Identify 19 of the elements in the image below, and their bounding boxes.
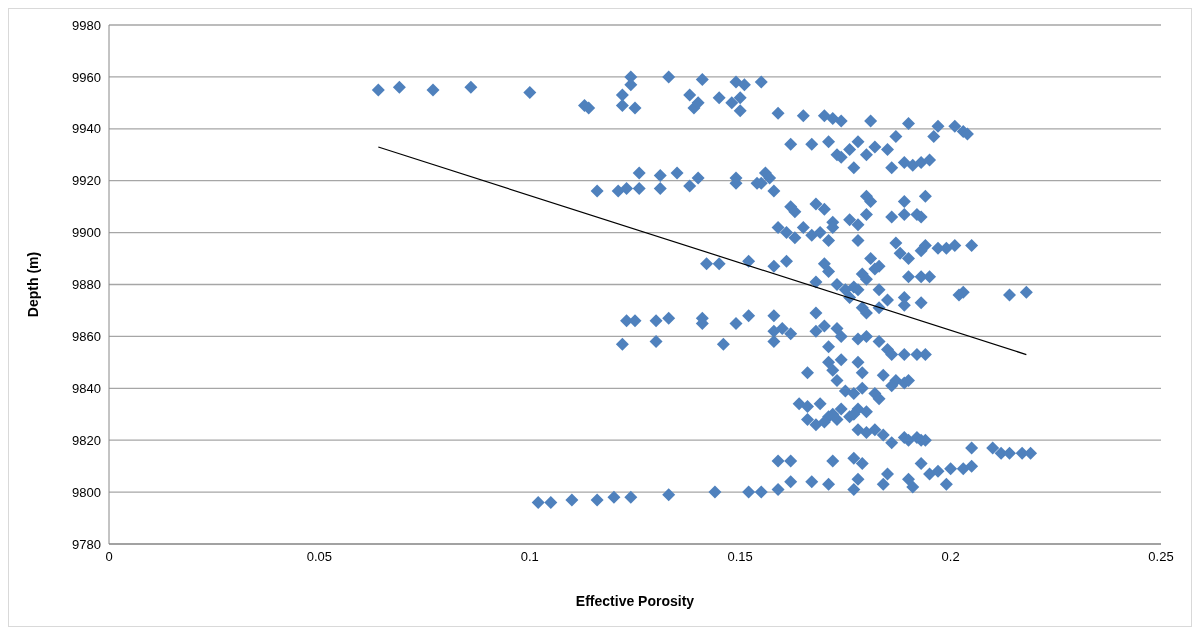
x-tick-label: 0.2 [941,549,960,565]
x-tick-label: 0.05 [306,549,333,565]
y-tick-label: 9780 [72,536,101,552]
y-tick-label: 9920 [72,173,101,189]
y-tick-label: 9860 [72,329,101,345]
y-tick-label: 9800 [72,484,101,500]
y-tick-label: 9840 [72,380,101,396]
x-tick-label: 0.15 [727,549,753,565]
y-tick-label: 9900 [72,225,101,241]
y-tick-label: 9820 [72,432,101,448]
y-tick-label: 9980 [72,17,101,33]
y-tick-label: 9960 [72,69,101,85]
x-tick-label: 0 [105,549,113,565]
x-tick-label: 0.1 [520,549,539,565]
x-tick-label: 0.25 [1148,549,1174,565]
x-axis-title: Effective Porosity [575,593,695,609]
y-tick-label: 9940 [72,121,101,137]
y-axis-title: Depth (m) [24,251,41,318]
y-tick-label: 9880 [72,277,101,293]
